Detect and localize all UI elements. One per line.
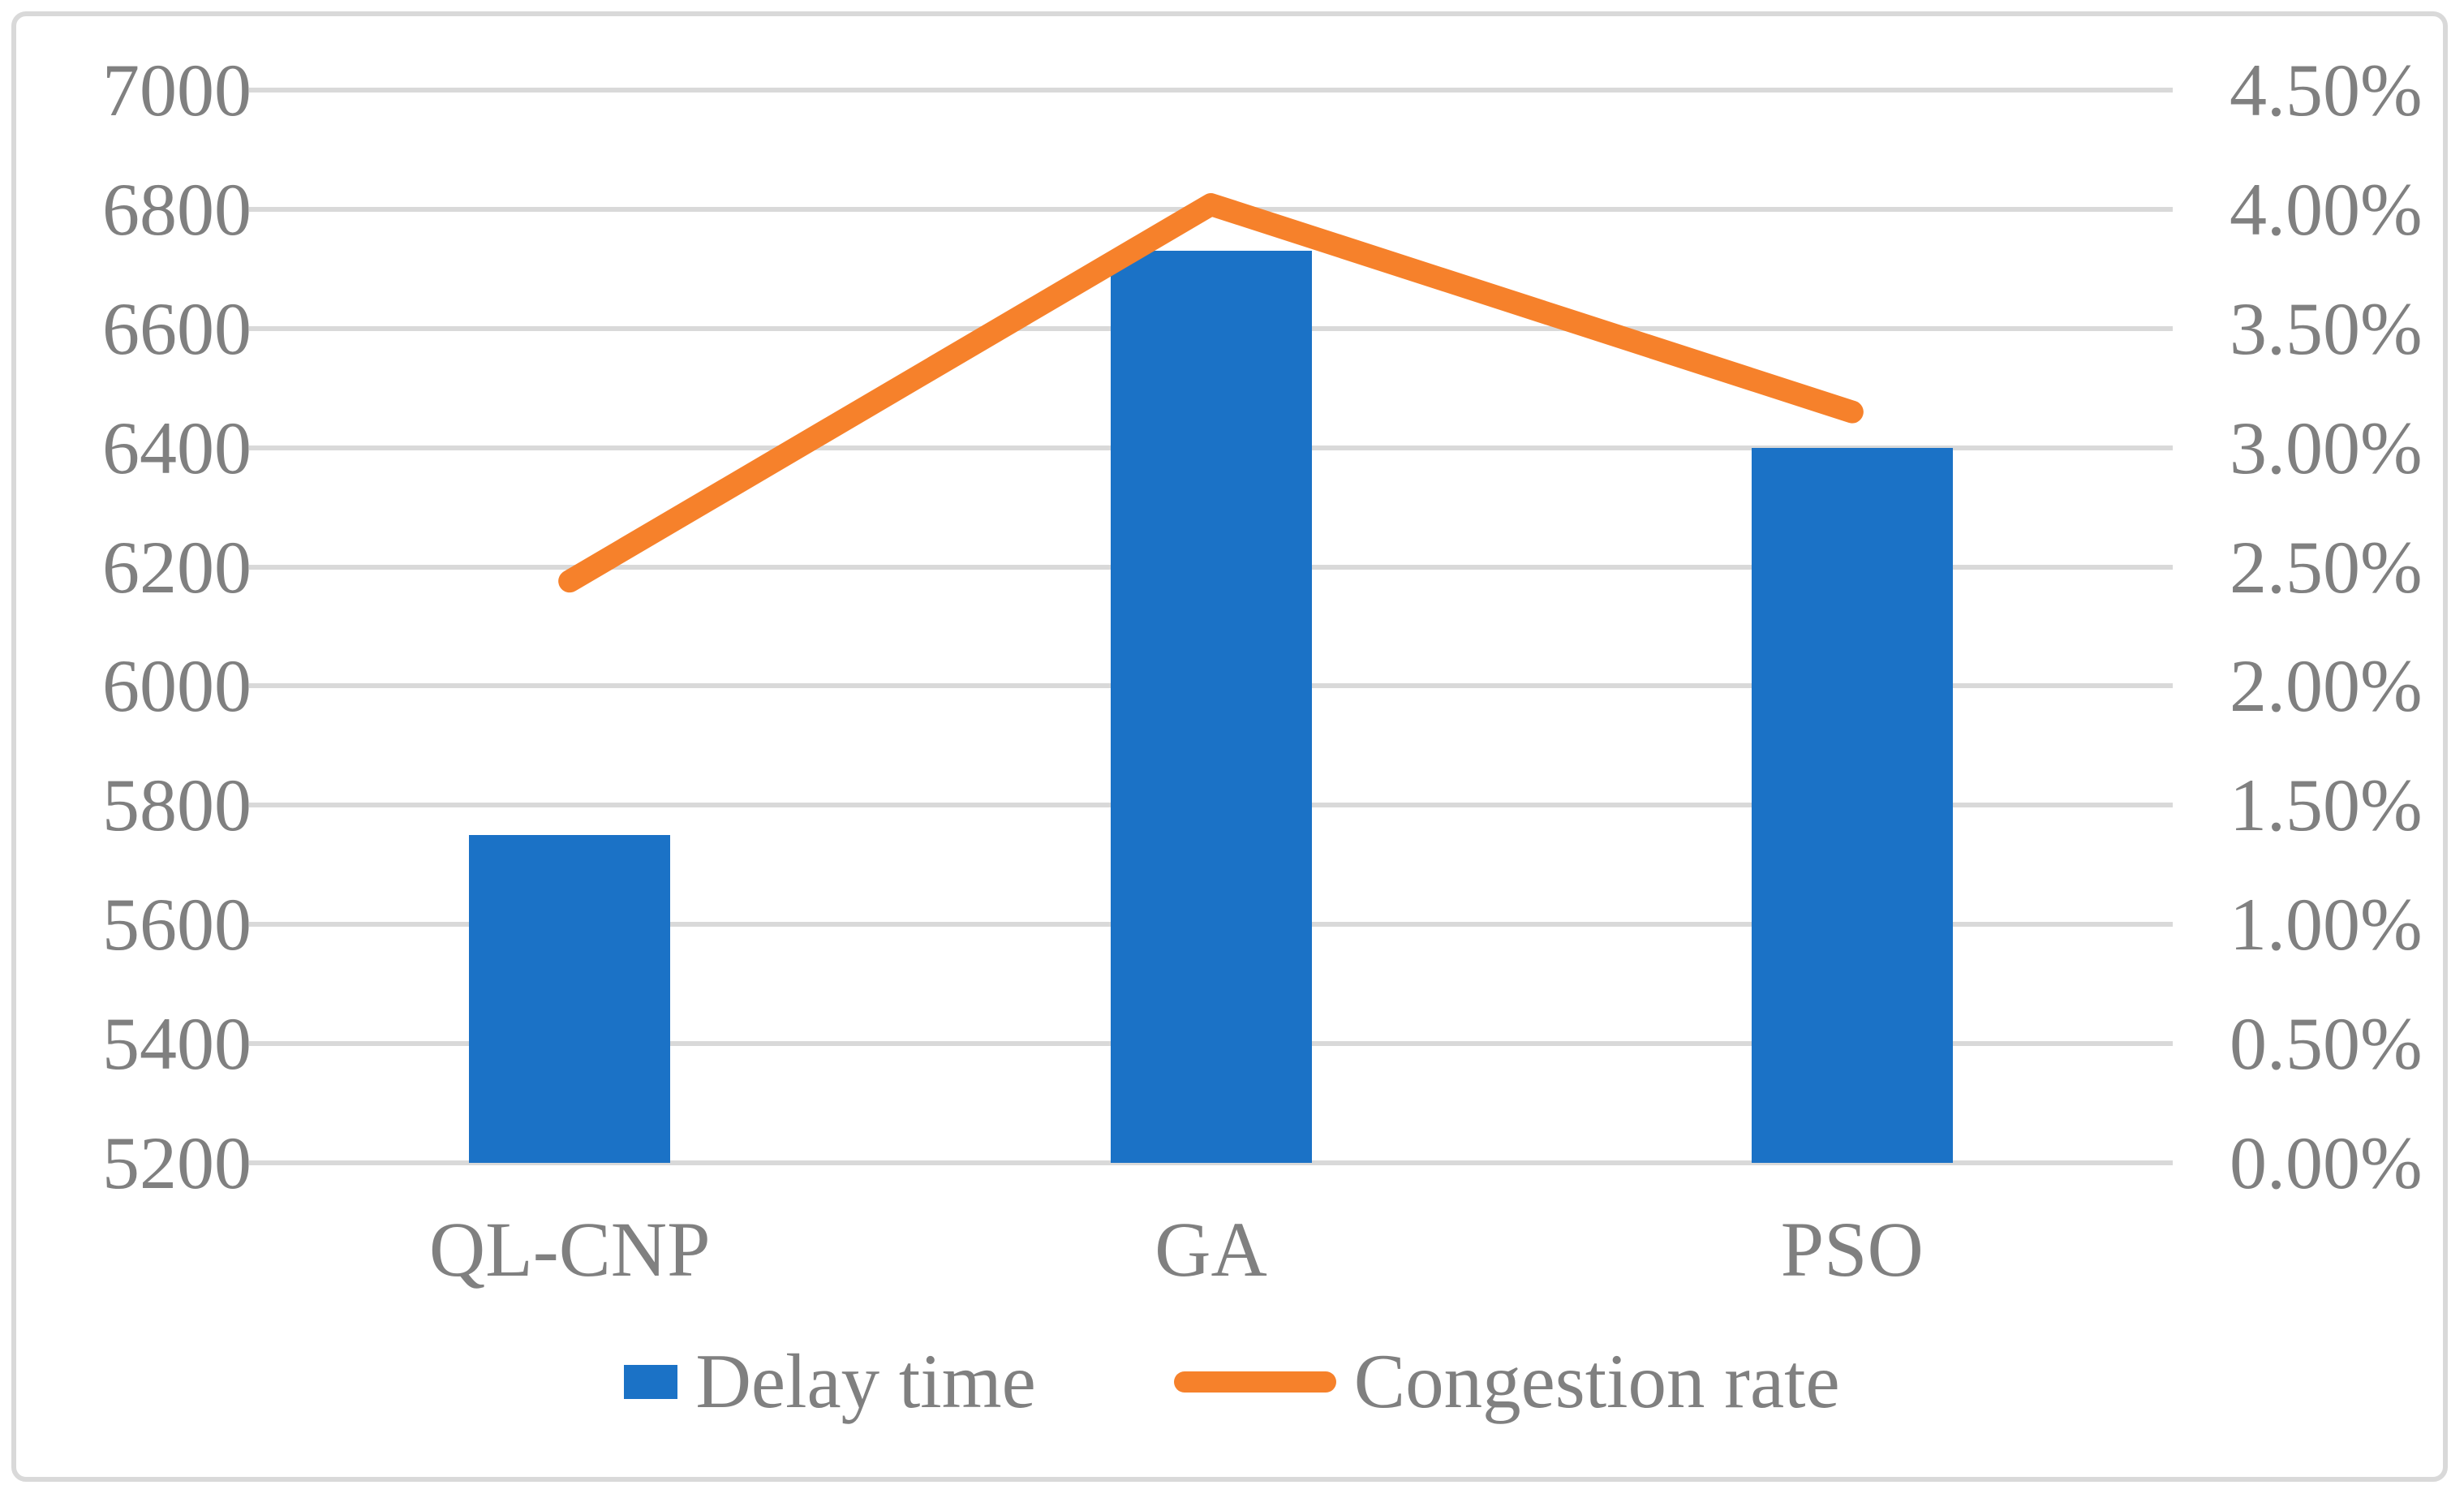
right-y-axis: 4.50% 4.00% 3.50% 3.00% 2.50% 2.00% 1.50% 1.00%…	[2230, 53, 2449, 1200]
legend-label-delay-time: Delay time	[695, 1338, 1036, 1424]
y-tick-label-right: 0.00%	[2230, 1121, 2423, 1204]
delay-time-swatch-icon	[624, 1364, 678, 1399]
delay-time-bar-ql-cnp	[469, 835, 671, 1163]
y-tick-label-left: 6000	[102, 644, 252, 728]
y-tick-label-right: 2.50%	[2230, 525, 2423, 609]
legend-label-congestion-rate: Congestion rate	[1353, 1338, 1840, 1424]
category-label-pso: PSO	[1780, 1206, 1924, 1293]
plot-area	[249, 88, 2173, 1165]
congestion-rate-polyline	[558, 193, 1864, 593]
category-label-ql-cnp: QL-CNP	[428, 1206, 711, 1293]
legend-item-delay-time: Delay time	[624, 1338, 1036, 1424]
delay-time-bar-ga	[1110, 251, 1312, 1163]
y-tick-label-left: 5200	[102, 1121, 252, 1204]
y-tick-label-right: 0.50%	[2230, 1002, 2423, 1086]
y-tick-label-right: 4.00%	[2230, 167, 2423, 251]
y-tick-label-left: 5800	[102, 764, 252, 847]
y-tick-label-left: 7000	[102, 49, 252, 131]
y-tick-label-left: 6200	[102, 525, 252, 609]
left-y-axis: 7000 6800 6600 6400 6200 6000 5800 5600 5400 5200	[32, 53, 252, 1200]
line-series-congestion-rate	[558, 193, 1864, 593]
y-tick-label-left: 6600	[102, 286, 252, 370]
y-tick-label-left: 5600	[102, 883, 252, 966]
legend: Delay time Congestion rate	[0, 1343, 2464, 1420]
y-tick-label-left: 5400	[102, 1002, 252, 1086]
category-label-ga: GA	[1155, 1206, 1267, 1293]
y-tick-label-right: 1.50%	[2230, 764, 2423, 847]
delay-time-bar-pso	[1751, 447, 1953, 1163]
congestion-rate-swatch-icon	[1173, 1371, 1336, 1393]
gridline	[249, 1160, 2173, 1165]
gridline	[249, 88, 2173, 93]
y-tick-label-right: 3.00%	[2230, 406, 2423, 489]
y-tick-label-left: 6800	[102, 167, 252, 251]
y-tick-label-right: 1.00%	[2230, 883, 2423, 966]
y-tick-label-right: 4.50%	[2230, 49, 2423, 131]
y-tick-label-right: 3.50%	[2230, 286, 2423, 370]
y-tick-label-right: 2.00%	[2230, 644, 2423, 728]
y-tick-label-left: 6400	[102, 406, 252, 489]
legend-item-congestion-rate: Congestion rate	[1173, 1338, 1840, 1424]
